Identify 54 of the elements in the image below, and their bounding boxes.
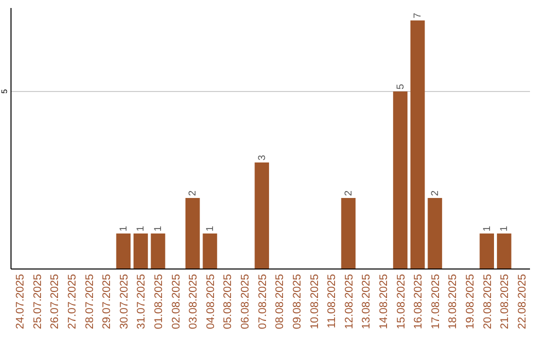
bar — [428, 198, 442, 269]
x-tick-label: 26.07.2025 — [49, 274, 62, 330]
bar — [134, 233, 148, 269]
x-tick-label: 07.08.2025 — [256, 274, 269, 330]
x-tick-label: 29.07.2025 — [101, 274, 114, 330]
x-tick-label: 08.08.2025 — [274, 274, 286, 330]
data-label: 2 — [188, 190, 199, 196]
bar — [480, 233, 494, 269]
bar — [410, 20, 425, 269]
data-label: 1 — [499, 225, 510, 232]
x-tick-label: 19.08.2025 — [464, 274, 477, 330]
x-tick-label: 21.08.2025 — [499, 274, 512, 330]
x-tick-label: 30.07.2025 — [118, 274, 130, 330]
x-tick-label: 18.08.2025 — [447, 274, 460, 330]
x-tick-label: 14.08.2025 — [378, 274, 390, 330]
bar — [185, 198, 200, 269]
x-tick-label: 02.08.2025 — [170, 274, 182, 330]
x-tick-label: 05.08.2025 — [222, 274, 234, 330]
x-tick-label: 25.07.2025 — [32, 274, 44, 330]
x-tick-label: 11.08.2025 — [326, 274, 338, 328]
data-label: 1 — [118, 225, 130, 232]
x-tick-label: 10.08.2025 — [308, 274, 321, 330]
x-tick-label: 13.08.2025 — [360, 274, 373, 330]
x-tick-label: 27.07.2025 — [66, 274, 78, 330]
x-tick-label: 06.08.2025 — [240, 274, 252, 330]
x-tick-label: 28.07.2025 — [84, 274, 96, 330]
data-label: 5 — [395, 83, 406, 90]
data-label: 3 — [256, 154, 268, 160]
bar — [496, 233, 512, 269]
data-label: 1 — [482, 225, 493, 232]
data-label: 7 — [412, 12, 424, 18]
x-tick-label: 16.08.2025 — [412, 274, 425, 330]
bar — [150, 233, 166, 269]
x-tick-label: 15.08.2025 — [395, 274, 408, 330]
bar — [116, 233, 131, 269]
x-tick-label: 17.08.2025 — [430, 274, 442, 330]
bar — [202, 233, 218, 269]
bar — [254, 162, 270, 269]
x-tick-label: 22.08.2025 — [516, 274, 528, 330]
data-label: 2 — [430, 190, 441, 196]
data-label: 1 — [136, 225, 147, 232]
x-tick-label: 01.08.2025 — [153, 274, 166, 330]
data-label: 1 — [153, 225, 164, 232]
x-tick-label: 12.08.2025 — [343, 274, 356, 330]
x-tick-label: 20.08.2025 — [482, 274, 494, 330]
x-tick-label: 24.07.2025 — [14, 274, 27, 330]
bar — [341, 198, 356, 269]
bar — [393, 91, 408, 269]
x-tick-label: 03.08.2025 — [188, 274, 200, 330]
x-tick-label: 31.07.2025 — [136, 274, 148, 330]
x-tick-label: 09.08.2025 — [291, 274, 304, 330]
data-label: 2 — [343, 190, 354, 196]
data-label: 1 — [204, 225, 216, 232]
x-tick-label: 04.08.2025 — [204, 274, 217, 330]
